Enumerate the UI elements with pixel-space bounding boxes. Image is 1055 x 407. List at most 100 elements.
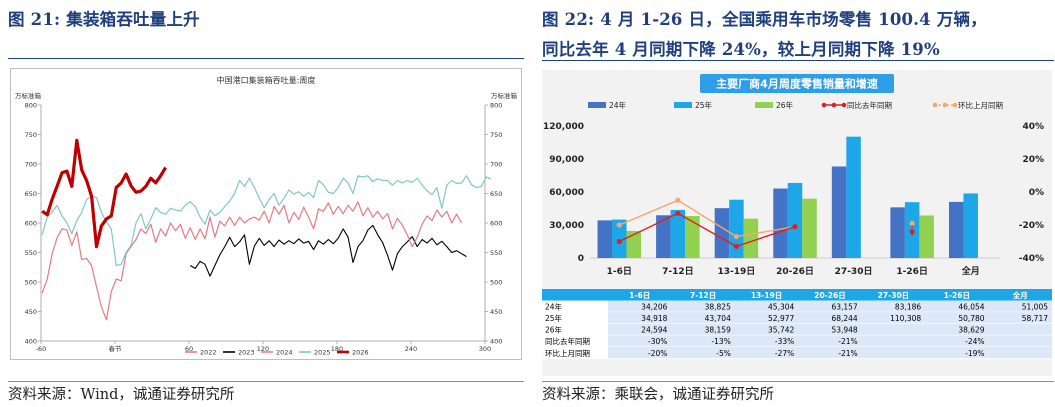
table-cell: 24,594 <box>641 326 667 335</box>
right-source-rule <box>542 381 1054 382</box>
x-tick-label: 240 <box>405 345 417 353</box>
table-cell: 51,005 <box>1022 302 1048 311</box>
table-header-cell: 27-30日 <box>878 291 910 300</box>
legend-dot-同比去年同期 <box>841 102 847 108</box>
right-chart-svg: 主要厂商4月周度零售销量和增速 24年 25年 26年 同比去年同期 环比上月同期 0 30,… <box>542 70 1052 376</box>
table-row-fill <box>608 323 1052 336</box>
right-y-tick-label: 650 <box>490 190 502 198</box>
left-y-unit: 万标准箱 <box>15 91 42 100</box>
legend-label-环比上月同期: 环比上月同期 <box>958 100 1003 110</box>
right-y-tick-label: -20% <box>1019 221 1044 231</box>
right-chart: 主要厂商4月周度零售销量和增速 24年 25年 26年 同比去年同期 环比上月同期 0 30,… <box>542 70 1052 376</box>
table-row-label: 同比去年同期 <box>545 336 590 346</box>
series-line-2025 <box>41 175 492 267</box>
x-tick-label: 300 <box>479 345 491 353</box>
table-cell: -21% <box>838 349 857 358</box>
bar-24年-7-12日 <box>656 215 671 258</box>
bar-25年-27-30日 <box>846 136 861 258</box>
x-tick-label: 27-30日 <box>835 266 873 277</box>
table-header-cell: 1-6日 <box>629 291 650 300</box>
table-row-fill <box>608 312 1052 324</box>
legend-label-25年: 25年 <box>695 100 713 110</box>
table-cell: 43,704 <box>705 314 731 323</box>
legend-label-24年: 24年 <box>609 100 627 110</box>
right-figure-title-line1: 图 22: 4 月 1-26 日，全国乘用车市场零售 100.4 万辆， <box>542 10 987 29</box>
right-y-tick-label: 400 <box>490 338 502 346</box>
table-cell: 34,918 <box>641 314 667 323</box>
right-y-tick-label: 750 <box>490 131 502 139</box>
table-header-cell: 1-26日 <box>944 291 970 300</box>
bar-24年-全月 <box>948 201 964 258</box>
table-row-fill <box>608 347 1052 359</box>
left-figure-title: 图 21: 集装箱吞吐量上升 <box>8 10 200 29</box>
table-cell: 34,206 <box>641 302 667 311</box>
table-cell: -19% <box>965 349 984 358</box>
series-point-同比去年同期 <box>792 224 798 230</box>
table-cell: 38,629 <box>958 326 984 335</box>
left-y-tick-label: 0 <box>578 254 584 264</box>
left-y-tick-label: 120,000 <box>543 122 584 132</box>
table-header-bg <box>542 289 1052 301</box>
right-chart-title: 主要厂商4月周度零售销量和增速 <box>716 77 878 91</box>
legend-dot-同比去年同期 <box>831 102 837 108</box>
right-y-tick-label: 0% <box>1029 188 1044 198</box>
series-point-同比去年同期 <box>616 238 622 245</box>
table-cell: -30% <box>648 337 667 346</box>
left-y-tick-label: 90,000 <box>549 155 584 165</box>
left-y-tick-label: 550 <box>25 249 37 257</box>
right-y-unit: 万标准箱 <box>491 91 518 100</box>
legend-swatch-26年 <box>755 102 773 108</box>
table-cell: -33% <box>775 337 794 346</box>
right-figure-title-line2: 同比去年 4 月同期下降 24%，较上月同期下降 19% <box>542 40 940 59</box>
table-header-cell: 20-26日 <box>814 291 846 300</box>
table-cell: 68,244 <box>831 314 857 323</box>
series-line-2026 <box>41 138 167 249</box>
bar-26年-1-26日 <box>919 215 934 258</box>
left-y-tick-label: 700 <box>25 161 37 169</box>
table-cell: 58,717 <box>1022 314 1048 323</box>
x-tick-label: 60 <box>185 345 193 353</box>
left-y-tick-label: 500 <box>25 279 37 287</box>
bar-24年-27-30日 <box>831 166 847 258</box>
x-tick-label: 7-12日 <box>662 266 694 277</box>
series-point-环比上月同期 <box>675 197 681 203</box>
right-y-tick-label: 500 <box>490 279 502 287</box>
legend-label-2022: 2022 <box>200 349 217 357</box>
series-line-2022 <box>41 201 463 321</box>
bar-24年-1-6日 <box>597 220 613 258</box>
bar-25年-13-19日 <box>729 199 744 258</box>
table-cell: -24% <box>965 337 984 346</box>
right-y-tick-label: 800 <box>490 102 502 110</box>
table-cell: 38,825 <box>705 302 731 311</box>
series-point-同比去年同期 <box>733 243 740 250</box>
series-line-环比上月同期 <box>619 199 796 238</box>
right-y-tick-label: 600 <box>490 220 502 228</box>
bar-24年-13-19日 <box>714 208 730 258</box>
table-cell: 63,157 <box>831 302 857 311</box>
table-cell: 46,054 <box>958 302 984 311</box>
bar-25年-1-6日 <box>612 219 627 258</box>
table-cell: 110,308 <box>890 314 921 323</box>
bar-26年-13-19日 <box>743 218 759 258</box>
table-cell: -20% <box>648 349 667 358</box>
legend-label-2026: 2026 <box>352 349 369 357</box>
left-title-rule <box>8 58 524 59</box>
bar-26年-7-12日 <box>685 216 700 258</box>
table-row-fill <box>608 335 1052 347</box>
left-y-tick-label: 30,000 <box>549 221 584 231</box>
right-y-tick-label: 700 <box>490 161 502 169</box>
series-point-环比上月同期 <box>733 233 740 240</box>
table-cell: 50,780 <box>958 314 984 323</box>
legend-swatch-24年 <box>588 102 606 108</box>
table-cell: 38,159 <box>705 326 731 335</box>
table-header-cell: 全月 <box>1012 290 1028 300</box>
left-y-tick-label: 600 <box>25 220 37 228</box>
x-tick-label: 13-19日 <box>718 266 756 277</box>
x-tick-label: 20-26日 <box>776 266 814 277</box>
x-tick-label: -60 <box>36 345 47 353</box>
left-y-tick-label: 450 <box>25 308 37 316</box>
right-y-tick-label: -40% <box>1019 254 1044 264</box>
table-row-label: 26年 <box>545 325 563 335</box>
right-y-tick-label: 40% <box>1022 122 1044 132</box>
table-cell: 52,977 <box>768 314 794 323</box>
